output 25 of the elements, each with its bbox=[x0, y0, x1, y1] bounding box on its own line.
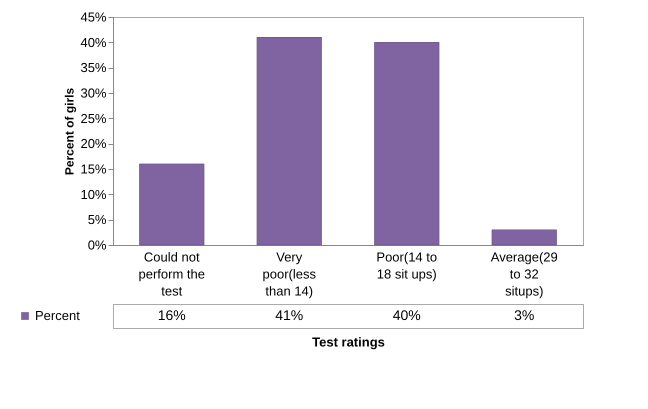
legend-label: Percent bbox=[35, 308, 80, 323]
x-tick-label: Could not perform the test bbox=[138, 250, 205, 298]
y-tick-label: 40% bbox=[80, 34, 107, 50]
text: 3% bbox=[514, 307, 534, 323]
y-tick-label: 5% bbox=[88, 212, 107, 228]
y-tick-label: 25% bbox=[80, 110, 107, 126]
y-tick-label: 20% bbox=[80, 136, 107, 152]
y-axis-title: Percent of girls bbox=[62, 87, 76, 176]
x-tick-label: Poor(14 to 18 sit ups) bbox=[376, 250, 438, 282]
y-tick-label: 35% bbox=[80, 60, 107, 76]
text: 16% bbox=[158, 307, 186, 323]
y-tick-label: 10% bbox=[80, 186, 107, 202]
x-tick-label: Average(29 to 32 situps) bbox=[490, 250, 558, 298]
y-tick-label: 30% bbox=[80, 86, 107, 100]
y-tick-label: 15% bbox=[80, 162, 107, 176]
bar bbox=[256, 37, 322, 246]
x-axis-title: Test ratings bbox=[312, 334, 385, 350]
text: 41% bbox=[275, 307, 304, 323]
bar bbox=[374, 42, 440, 246]
y-tick-label: 45% bbox=[80, 10, 107, 24]
x-tick-label: Very poor(less than 14) bbox=[262, 250, 316, 298]
text: 40% bbox=[392, 307, 421, 323]
bar bbox=[139, 164, 204, 246]
bar bbox=[492, 230, 557, 246]
y-tick-label: 0% bbox=[88, 238, 107, 252]
